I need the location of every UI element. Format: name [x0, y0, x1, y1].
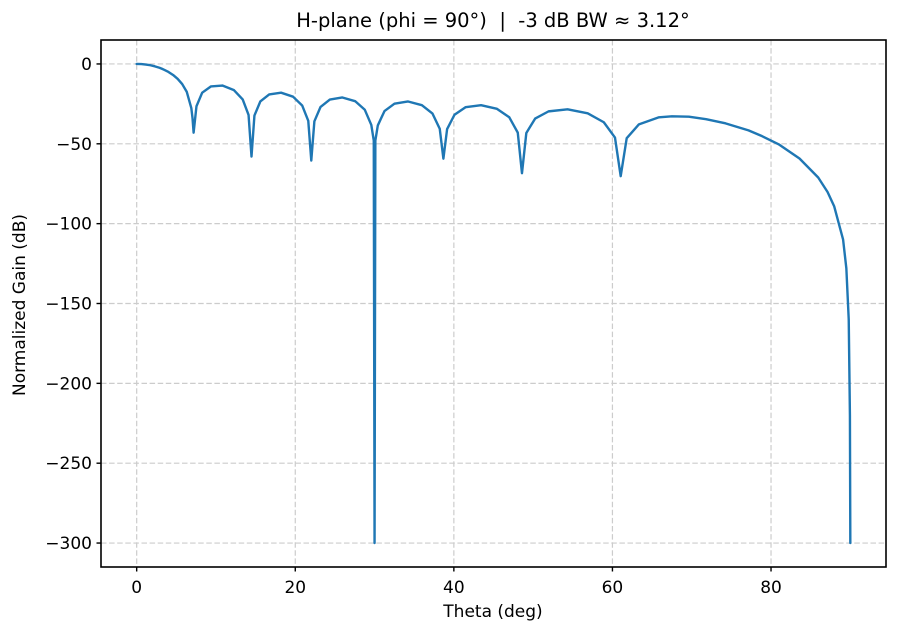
tick-layer: 0 20 40 60 80 0 −50 −100 −150 −200 −250 −300	[45, 55, 782, 598]
y-tick-label: −250	[45, 454, 92, 474]
x-tick-label: 20	[284, 578, 306, 598]
y-tick-label: 0	[81, 55, 92, 75]
x-tick-label: 80	[760, 578, 782, 598]
gain-curve	[135, 62, 852, 545]
x-tick-label: 40	[443, 578, 465, 598]
y-tick-label: −50	[56, 135, 92, 155]
x-tick-label: 0	[131, 578, 142, 598]
y-tick-label: −200	[45, 374, 92, 394]
y-axis-label: Normalized Gain (dB)	[10, 214, 30, 396]
y-tick-label: −300	[45, 534, 92, 554]
x-axis-label: Theta (deg)	[442, 602, 542, 622]
curve-layer	[135, 62, 852, 545]
y-tick-label: −150	[45, 295, 92, 315]
chart-title: H-plane (phi = 90°) | -3 dB BW ≈ 3.12°	[296, 9, 690, 32]
grid-lines	[101, 40, 886, 567]
x-tick-label: 60	[602, 578, 624, 598]
y-tick-label: −100	[45, 215, 92, 235]
